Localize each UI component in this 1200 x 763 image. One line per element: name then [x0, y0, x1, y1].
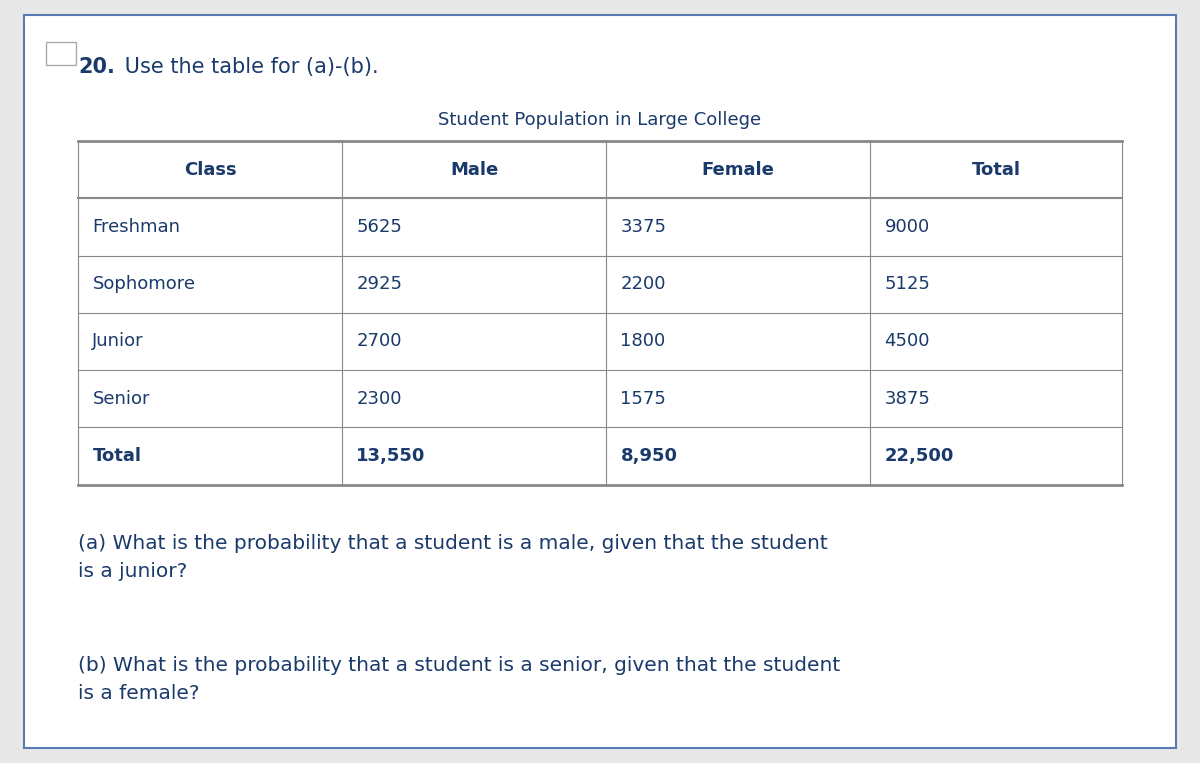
Text: 20.: 20.: [78, 57, 115, 77]
Text: Class: Class: [184, 161, 236, 179]
Text: 9000: 9000: [884, 218, 930, 236]
Text: Sophomore: Sophomore: [92, 275, 196, 293]
Text: 2925: 2925: [356, 275, 402, 293]
Text: 3875: 3875: [884, 390, 930, 407]
Text: 5125: 5125: [884, 275, 930, 293]
Text: Junior: Junior: [92, 333, 144, 350]
Text: 22,500: 22,500: [884, 447, 954, 465]
Text: Senior: Senior: [92, 390, 150, 407]
Text: (b) What is the probability that a student is a senior, given that the student
i: (b) What is the probability that a stude…: [78, 656, 840, 703]
Text: 2200: 2200: [620, 275, 666, 293]
Text: Female: Female: [702, 161, 774, 179]
Text: 8,950: 8,950: [620, 447, 677, 465]
Text: 3375: 3375: [620, 218, 666, 236]
Text: 1575: 1575: [620, 390, 666, 407]
Text: Total: Total: [92, 447, 142, 465]
Text: 4500: 4500: [884, 333, 930, 350]
Text: 13,550: 13,550: [356, 447, 426, 465]
Text: Use the table for (a)-(b).: Use the table for (a)-(b).: [118, 57, 378, 77]
Text: Male: Male: [450, 161, 498, 179]
Text: 1800: 1800: [620, 333, 666, 350]
Text: Student Population in Large College: Student Population in Large College: [438, 111, 762, 129]
FancyBboxPatch shape: [24, 15, 1176, 748]
Text: 5625: 5625: [356, 218, 402, 236]
Text: 2700: 2700: [356, 333, 402, 350]
Text: (a) What is the probability that a student is a male, given that the student
is : (a) What is the probability that a stude…: [78, 534, 828, 581]
Text: 2300: 2300: [356, 390, 402, 407]
Text: Freshman: Freshman: [92, 218, 180, 236]
FancyBboxPatch shape: [46, 42, 76, 65]
Text: Total: Total: [972, 161, 1020, 179]
